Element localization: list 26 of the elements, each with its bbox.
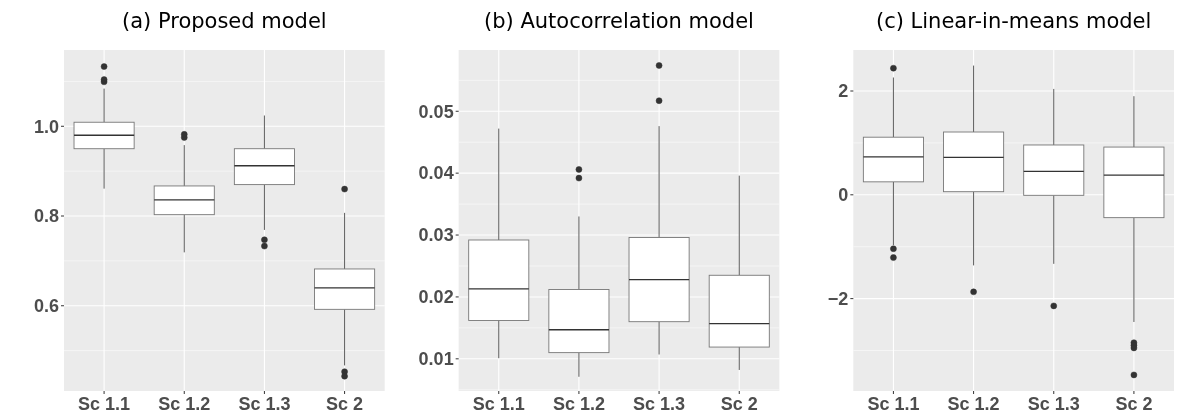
- x-tick-label: Sc 1.1: [78, 394, 131, 414]
- x-tick-label: Sc 1.3: [633, 394, 686, 414]
- x-tick-label: Sc 2: [1115, 394, 1153, 414]
- y-tick-label: 0.6: [33, 296, 59, 317]
- x-tick-label: Sc 1.1: [867, 394, 920, 414]
- x-tick-label: Sc 1.2: [947, 394, 1000, 414]
- y-tick-label: −2: [827, 288, 849, 309]
- y-tick-label: 1.0: [33, 116, 59, 137]
- y-tick-label: 0.02: [418, 287, 454, 308]
- x-tick-label: Sc 1.2: [552, 394, 605, 414]
- y-tick-label: 0: [838, 185, 849, 206]
- x-tick-label: Sc 2: [326, 394, 364, 414]
- x-tick-label: Sc 2: [720, 394, 758, 414]
- x-tick-label: Sc 1.3: [238, 394, 291, 414]
- y-tick-label: 0.03: [418, 225, 454, 246]
- x-tick-label: Sc 1.2: [158, 394, 211, 414]
- y-tick-label: 0.04: [418, 163, 454, 184]
- chart-title: (a) Proposed model: [121, 9, 327, 33]
- chart-title: (b) Autocorrelation model: [484, 9, 754, 33]
- y-tick-label: 0.05: [418, 101, 454, 122]
- chart-title: (c) Linear-in-means model: [875, 9, 1152, 33]
- y-tick-label: 0.01: [418, 349, 454, 370]
- y-tick-label: 2: [838, 81, 849, 102]
- x-tick-label: Sc 1.3: [1027, 394, 1080, 414]
- x-tick-label: Sc 1.1: [472, 394, 525, 414]
- y-tick-label: 0.8: [33, 206, 59, 227]
